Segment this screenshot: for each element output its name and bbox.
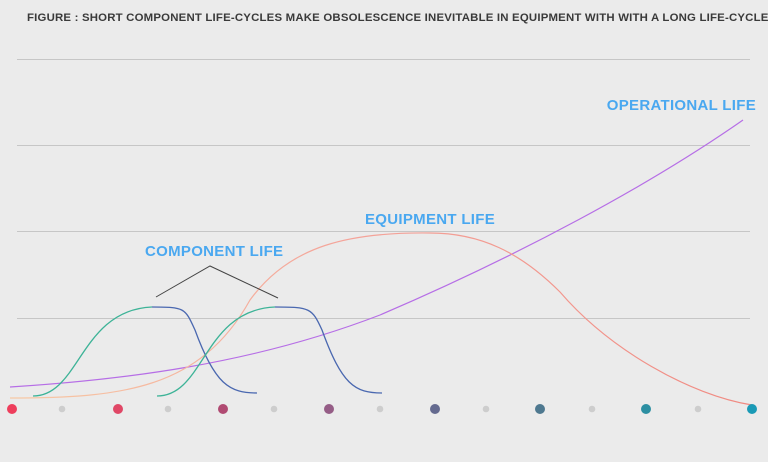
gridlines — [17, 59, 750, 319]
timeline-minor-dot — [482, 405, 490, 413]
timeline-minor-dot — [58, 405, 66, 413]
timeline-minor-dot — [164, 405, 172, 413]
component-life-curve-2-rise — [156, 306, 276, 397]
equipment-life-label: EQUIPMENT LIFE — [365, 211, 495, 228]
operational-life-curve — [9, 119, 744, 388]
component-life-curve-2-fall — [274, 306, 383, 394]
timeline-marker — [324, 404, 334, 414]
figure-title: FIGURE : SHORT COMPONENT LIFE-CYCLES MAK… — [27, 12, 768, 24]
timeline-marker — [430, 404, 440, 414]
timeline-minor-dot — [270, 405, 278, 413]
timeline-marker — [747, 404, 757, 414]
timeline-marker — [641, 404, 651, 414]
timeline-marker — [218, 404, 228, 414]
component-life-label: COMPONENT LIFE — [145, 243, 283, 260]
timeline-minor-dot — [376, 405, 384, 413]
timeline-marker — [535, 404, 545, 414]
timeline — [7, 404, 757, 414]
timeline-marker — [7, 404, 17, 414]
component-life-curve-1-fall — [151, 306, 258, 394]
timeline-minor-dot — [588, 405, 596, 413]
component-life-curve-1-rise — [32, 306, 153, 397]
equipment-life-curve — [9, 232, 753, 406]
operational-life-label: OPERATIONAL LIFE — [607, 97, 756, 114]
timeline-marker — [113, 404, 123, 414]
component-callout-lines — [155, 265, 279, 299]
timeline-minor-dot — [694, 405, 702, 413]
